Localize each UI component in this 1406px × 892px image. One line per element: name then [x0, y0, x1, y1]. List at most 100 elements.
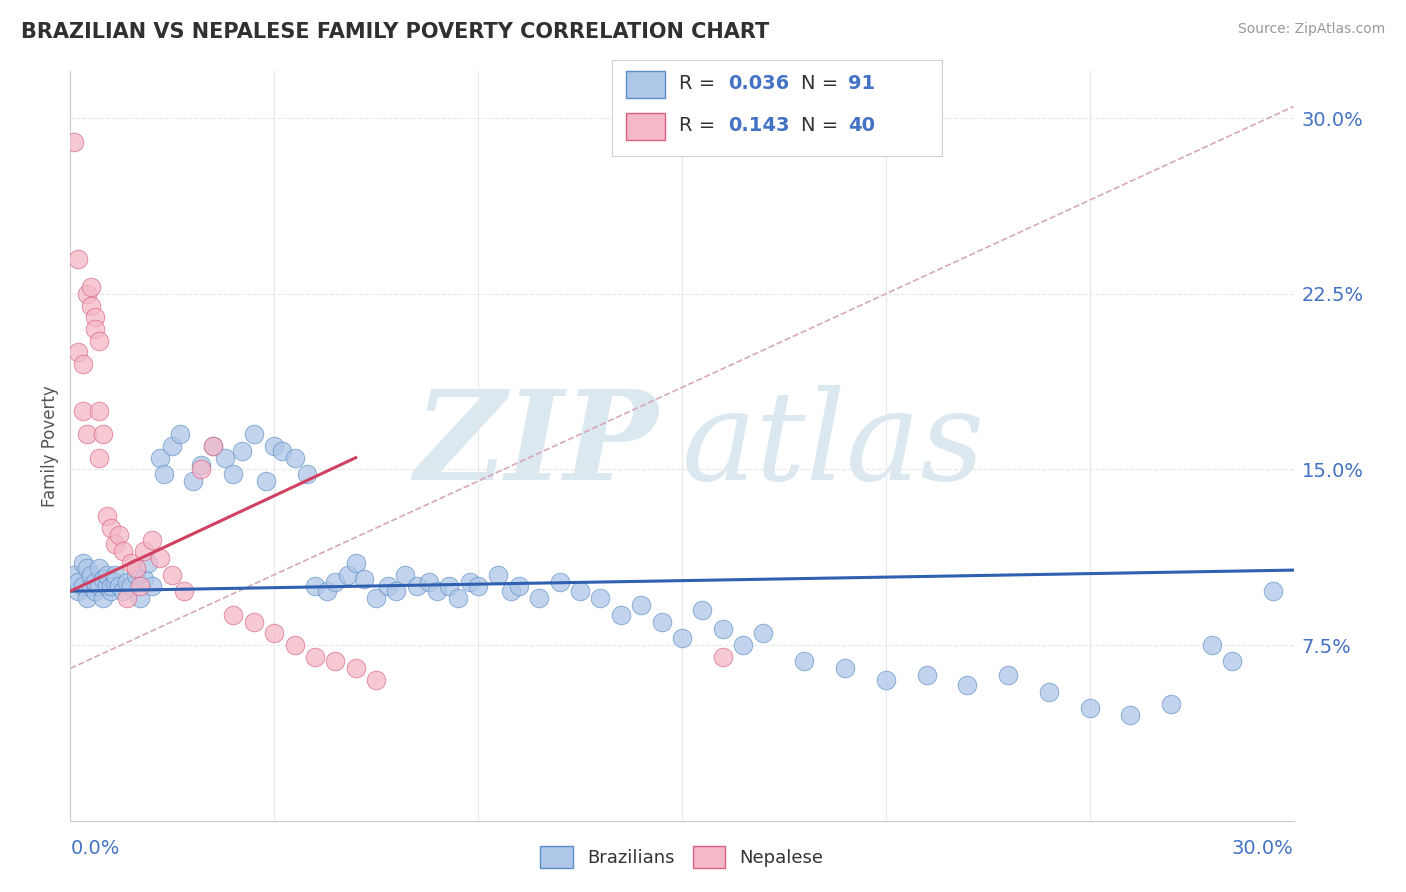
Point	[149, 551, 172, 566]
Point	[671, 631, 693, 645]
Point	[91, 573, 114, 587]
Point	[87, 580, 110, 594]
Point	[304, 649, 326, 664]
Point	[323, 574, 347, 589]
Text: N =: N =	[801, 74, 845, 94]
Point	[117, 574, 139, 589]
Point	[136, 556, 159, 570]
Point	[548, 574, 571, 589]
Point	[79, 280, 103, 294]
Point	[141, 533, 163, 547]
Point	[508, 580, 530, 594]
Text: 91: 91	[848, 74, 875, 94]
Point	[72, 580, 94, 594]
Point	[83, 584, 105, 599]
Point	[366, 673, 388, 688]
Point	[377, 580, 399, 594]
Point	[650, 615, 672, 629]
Point	[630, 599, 652, 613]
Point	[83, 574, 105, 589]
Point	[190, 458, 212, 472]
Text: 0.143: 0.143	[728, 116, 790, 136]
Point	[834, 661, 856, 675]
Point	[467, 580, 489, 594]
Text: Source: ZipAtlas.com: Source: ZipAtlas.com	[1237, 22, 1385, 37]
Text: atlas: atlas	[682, 385, 986, 507]
Point	[91, 427, 114, 442]
Point	[366, 591, 388, 606]
Point	[67, 345, 90, 359]
Point	[117, 591, 139, 606]
Point	[243, 615, 266, 629]
Point	[132, 573, 155, 587]
Point	[344, 661, 367, 675]
Text: R =: R =	[679, 116, 721, 136]
Point	[141, 580, 163, 594]
Point	[406, 580, 429, 594]
Point	[589, 591, 612, 606]
Point	[254, 474, 277, 488]
Point	[394, 567, 416, 582]
Point	[67, 574, 90, 589]
Point	[202, 439, 225, 453]
Point	[1201, 638, 1223, 652]
Point	[222, 607, 245, 622]
Point	[112, 544, 135, 558]
Point	[610, 607, 633, 622]
Point	[104, 567, 127, 582]
Point	[72, 357, 94, 371]
Point	[447, 591, 470, 606]
Point	[87, 561, 110, 575]
Point	[96, 509, 118, 524]
Point	[344, 556, 367, 570]
Point	[87, 404, 110, 418]
Point	[711, 649, 734, 664]
Point	[162, 567, 183, 582]
Point	[108, 580, 131, 594]
Point	[231, 443, 253, 458]
Point	[132, 544, 155, 558]
Point	[752, 626, 775, 640]
Point	[63, 567, 86, 582]
Text: 30.0%: 30.0%	[1232, 839, 1294, 858]
Point	[112, 584, 135, 599]
Point	[121, 580, 143, 594]
Point	[72, 556, 94, 570]
Point	[108, 528, 131, 542]
Point	[87, 450, 110, 465]
Point	[162, 439, 183, 453]
Text: BRAZILIAN VS NEPALESE FAMILY POVERTY CORRELATION CHART: BRAZILIAN VS NEPALESE FAMILY POVERTY COR…	[21, 22, 769, 42]
Text: ZIP: ZIP	[413, 385, 658, 507]
Point	[121, 556, 143, 570]
Text: 40: 40	[848, 116, 875, 136]
Point	[87, 334, 110, 348]
Point	[79, 567, 103, 582]
Point	[100, 580, 122, 594]
Point	[1220, 655, 1243, 669]
Point	[1261, 584, 1284, 599]
Point	[72, 404, 94, 418]
Point	[173, 584, 195, 599]
Point	[76, 561, 98, 575]
Point	[181, 474, 204, 488]
Point	[83, 310, 105, 325]
Point	[79, 298, 103, 313]
Point	[243, 427, 266, 442]
Point	[690, 603, 713, 617]
Point	[956, 678, 979, 692]
Point	[104, 537, 127, 551]
Point	[284, 450, 307, 465]
Point	[458, 574, 481, 589]
Point	[96, 580, 118, 594]
Point	[124, 561, 146, 575]
Point	[128, 580, 150, 594]
Point	[96, 567, 118, 582]
Point	[169, 427, 191, 442]
Legend: Brazilians, Nepalese: Brazilians, Nepalese	[533, 838, 831, 875]
Point	[76, 427, 98, 442]
Point	[793, 655, 815, 669]
Point	[1078, 701, 1101, 715]
Point	[76, 286, 98, 301]
Point	[711, 622, 734, 636]
Point	[153, 467, 176, 482]
